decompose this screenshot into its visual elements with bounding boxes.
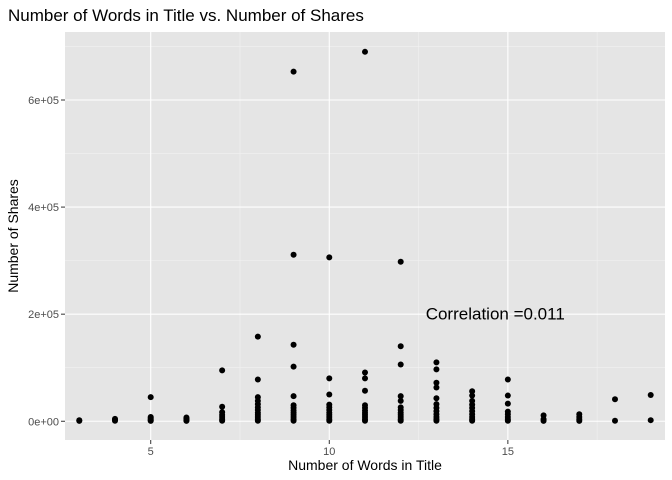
data-point: [219, 403, 226, 410]
data-point: [504, 408, 511, 415]
data-point: [254, 376, 261, 383]
data-point: [397, 361, 404, 368]
data-point: [397, 404, 404, 411]
data-point: [433, 395, 440, 402]
data-point: [254, 333, 261, 340]
data-point: [290, 393, 297, 400]
data-point: [433, 401, 440, 408]
data-point: [397, 258, 404, 265]
data-point: [433, 384, 440, 391]
data-point: [540, 412, 547, 419]
data-point: [326, 391, 333, 398]
x-tick-label: 5: [148, 446, 154, 458]
data-point: [469, 388, 476, 395]
data-point: [504, 392, 511, 399]
data-point: [254, 394, 261, 401]
data-point: [504, 376, 511, 383]
data-point: [219, 409, 226, 416]
data-point: [469, 397, 476, 404]
data-point: [290, 341, 297, 348]
data-point: [147, 413, 154, 420]
data-point: [290, 363, 297, 370]
data-point: [112, 415, 118, 422]
x-axis-ticks: 5 10 15: [148, 440, 514, 458]
y-tick-label: 6e+05: [28, 95, 59, 107]
data-point: [647, 417, 654, 424]
data-point: [362, 375, 368, 382]
data-point: [290, 68, 297, 75]
x-tick-label: 10: [323, 446, 335, 458]
data-point: [433, 379, 440, 386]
y-axis-title: Number of Shares: [5, 179, 21, 293]
data-point: [612, 396, 618, 403]
data-point: [469, 392, 476, 399]
data-points: [76, 48, 654, 424]
y-tick-label: 0e+00: [28, 416, 59, 428]
data-point: [612, 417, 618, 424]
data-point: [362, 48, 368, 55]
data-point: [183, 414, 190, 421]
data-point: [290, 251, 297, 258]
data-point: [504, 400, 511, 407]
data-point: [76, 417, 83, 424]
data-point: [147, 394, 154, 401]
data-point: [362, 387, 368, 394]
x-axis-title: Number of Words in Title: [288, 457, 442, 473]
data-point: [290, 402, 297, 409]
y-tick-label: 4e+05: [28, 202, 59, 214]
x-tick-label: 15: [502, 446, 514, 458]
data-point: [326, 401, 333, 408]
data-point: [647, 392, 654, 399]
data-point: [362, 402, 368, 409]
correlation-annotation: Correlation =0.011: [426, 305, 565, 324]
data-point: [326, 375, 333, 382]
data-point: [362, 369, 368, 376]
data-point: [397, 397, 404, 404]
y-axis-ticks: 0e+00 2e+05 4e+05 6e+05: [28, 95, 65, 428]
data-point: [397, 343, 404, 350]
data-point: [219, 367, 226, 374]
data-point: [326, 254, 333, 261]
data-point: [576, 411, 583, 418]
data-point: [397, 393, 404, 400]
data-point: [433, 359, 440, 366]
y-tick-label: 2e+05: [28, 309, 59, 321]
chart-title: Number of Words in Title vs. Number of S…: [8, 6, 364, 25]
data-point: [433, 366, 440, 373]
